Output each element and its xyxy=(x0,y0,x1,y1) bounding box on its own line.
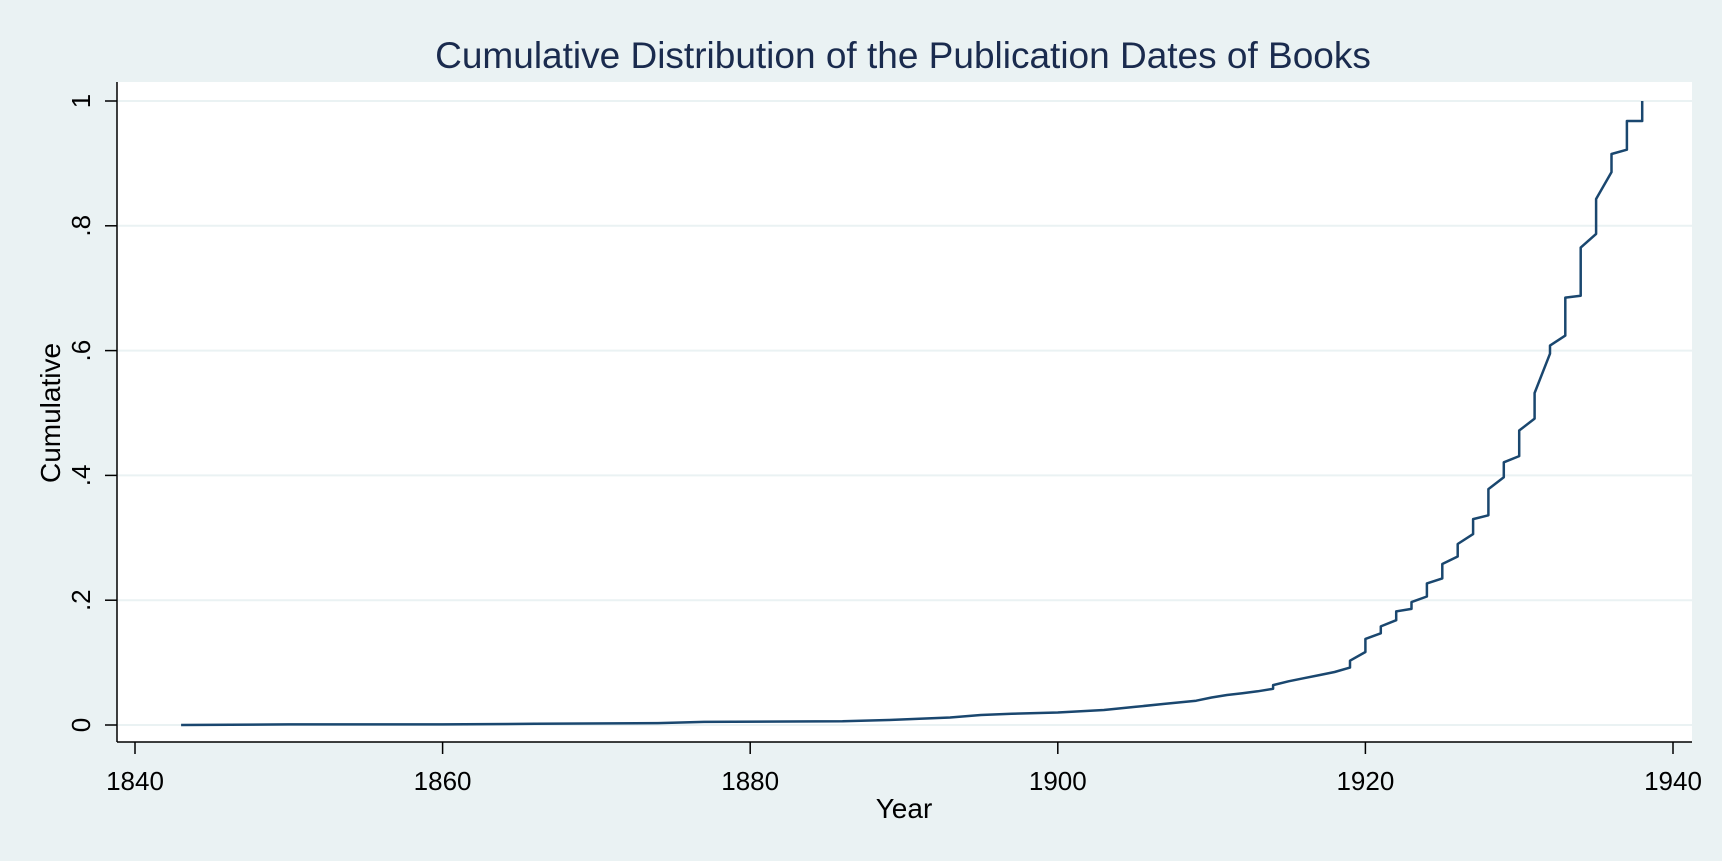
y-tick-label: .4 xyxy=(66,465,96,487)
x-axis-ticks: 1840 1860 1880 1900 1920 1940 xyxy=(106,742,1702,796)
cumulative-series-line xyxy=(181,101,1644,727)
y-axis-ticks: 0 .2 .4 .6 .8 1 xyxy=(66,94,117,732)
x-tick-label: 1840 xyxy=(106,766,164,796)
x-tick-label: 1900 xyxy=(1029,766,1087,796)
x-axis-label: Year xyxy=(876,793,933,824)
y-tick-label: .6 xyxy=(66,340,96,362)
y-axis-label: Cumulative xyxy=(35,343,66,483)
y-tick-label: 0 xyxy=(66,718,96,732)
x-tick-label: 1880 xyxy=(721,766,779,796)
x-tick-label: 1860 xyxy=(414,766,472,796)
grid-lines xyxy=(118,100,1692,726)
x-tick-label: 1920 xyxy=(1336,766,1394,796)
y-tick-label: .8 xyxy=(66,215,96,237)
plot-area xyxy=(117,82,1692,742)
y-tick-label: .2 xyxy=(66,589,96,611)
chart-title: Cumulative Distribution of the Publicati… xyxy=(435,35,1371,76)
x-tick-label: 1940 xyxy=(1644,766,1702,796)
y-tick-label: 1 xyxy=(66,94,96,108)
